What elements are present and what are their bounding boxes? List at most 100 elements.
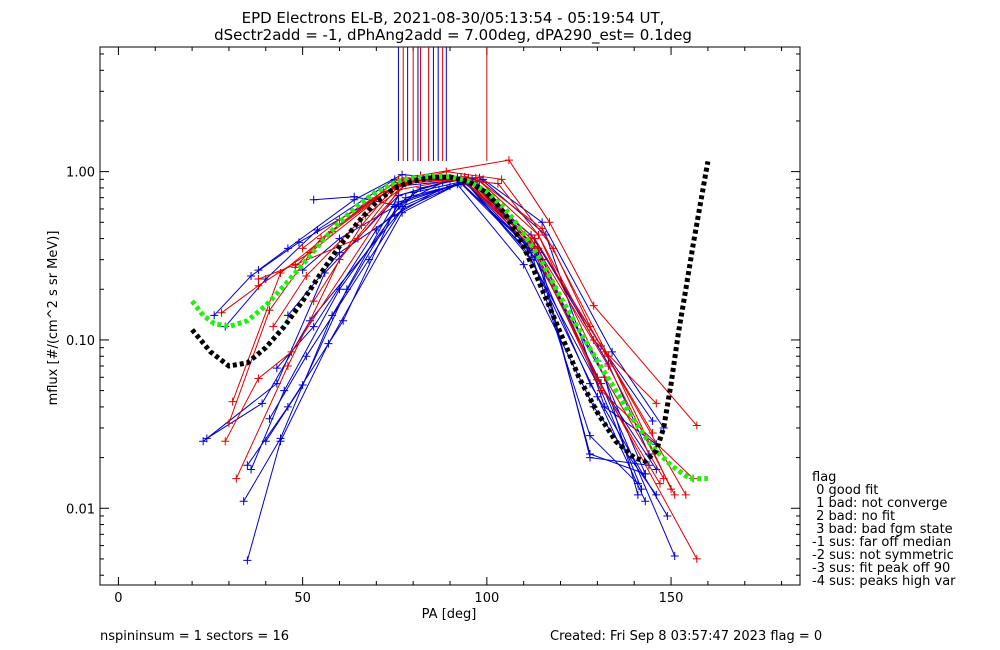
- data-point-marker: [633, 479, 642, 488]
- data-point-marker: [302, 352, 311, 361]
- data-point-marker: [446, 182, 454, 191]
- sector-series-line: [232, 177, 698, 560]
- x-tick-label: 150: [659, 591, 684, 606]
- data-point-marker: [309, 297, 318, 306]
- data-point-marker: [648, 416, 657, 425]
- data-point-marker: [641, 497, 650, 506]
- data-point-marker: [586, 379, 594, 388]
- legend-item: -4 sus: peaks high var: [812, 574, 956, 589]
- data-point-marker: [608, 347, 617, 356]
- data-point-marker: [339, 316, 348, 325]
- data-point-marker: [202, 434, 211, 443]
- legend-title: flag: [812, 470, 836, 485]
- x-axis-label: PA [deg]: [422, 607, 477, 622]
- data-point-marker: [692, 554, 701, 563]
- data-point-marker: [475, 176, 484, 185]
- data-point-marker: [247, 465, 256, 474]
- data-point-marker: [228, 397, 237, 406]
- data-point-marker: [604, 362, 613, 371]
- plot-frame: [99, 46, 801, 586]
- data-point-marker: [670, 552, 679, 561]
- data-point-marker: [298, 244, 307, 253]
- data-point-marker: [652, 399, 661, 408]
- data-point-marker: [401, 193, 410, 202]
- sector-series-line: [302, 177, 657, 445]
- data-point-marker: [534, 231, 543, 240]
- sector-series-line: [228, 177, 676, 496]
- legend-item: -2 sus: not symmetric: [812, 548, 954, 563]
- data-point-marker: [586, 431, 594, 440]
- data-point-marker: [258, 399, 267, 408]
- data-point-marker: [471, 173, 480, 182]
- data-point-marker: [670, 490, 679, 499]
- data-point-marker: [549, 244, 558, 253]
- sector-series-line: [294, 159, 698, 426]
- data-point-marker: [224, 419, 233, 428]
- data-point-marker: [254, 275, 263, 284]
- data-point-marker: [254, 374, 263, 383]
- y-tick-label: 0.01: [66, 502, 95, 517]
- symmetric-fit-curve: [190, 173, 708, 482]
- legend-item: 3 bad: bad fgm state: [812, 522, 953, 537]
- data-point-marker: [504, 156, 513, 165]
- data-point-marker: [276, 437, 285, 446]
- data-point-marker: [364, 255, 373, 264]
- data-point-marker: [283, 244, 292, 253]
- data-point-marker: [637, 485, 646, 494]
- data-point-marker: [586, 322, 594, 331]
- data-point-marker: [302, 271, 311, 280]
- data-point-marker: [309, 322, 318, 331]
- data-point-marker: [247, 271, 256, 280]
- footer-right: Created: Fri Sep 8 03:57:47 2023 flag = …: [550, 629, 822, 644]
- data-point-marker: [663, 511, 672, 520]
- data-point-marker: [390, 211, 399, 220]
- data-point-marker: [398, 202, 407, 211]
- data-point-marker: [309, 195, 318, 204]
- data-point-marker: [519, 260, 528, 269]
- data-point-marker: [210, 311, 219, 320]
- sector-series-line: [243, 182, 657, 502]
- footer-left: nspininsum = 1 sectors = 16: [100, 629, 289, 644]
- data-point-marker: [667, 485, 676, 494]
- legend-item: -3 sus: fit peak off 90: [812, 561, 950, 576]
- data-point-marker: [261, 437, 270, 446]
- y-tick-label: 1.00: [66, 166, 95, 181]
- data-point-marker: [656, 479, 664, 488]
- data-point-marker: [239, 497, 248, 506]
- data-point-marker: [350, 192, 359, 201]
- data-point-marker: [298, 380, 307, 389]
- sector-series-line: [258, 177, 665, 479]
- sector-series-line: [313, 171, 687, 496]
- data-point-marker: [586, 453, 594, 462]
- x-tick-label: 50: [294, 591, 311, 606]
- data-point-marker: [254, 266, 263, 275]
- data-point-marker: [681, 490, 690, 499]
- data-point-marker: [497, 175, 506, 184]
- median-fit-curve: [190, 160, 711, 465]
- y-axis-label: mflux [#/(cm^2 s sr MeV)]: [46, 231, 61, 406]
- legend-item: 1 bad: not converge: [812, 496, 947, 511]
- data-point-marker: [269, 322, 278, 331]
- x-tick-label: 0: [114, 591, 122, 606]
- data-point-marker: [265, 414, 274, 423]
- data-point-marker: [692, 421, 701, 430]
- data-point-marker: [283, 362, 292, 371]
- data-point-marker: [243, 556, 252, 565]
- sector-series-line: [250, 182, 668, 517]
- plot-area: 0 50 100 150 0.01 0.10 1.00: [66, 46, 801, 606]
- flag-legend: flag 0 good fit 1 bad: not converge 2 ba…: [812, 470, 956, 589]
- data-point-marker: [545, 218, 554, 227]
- data-point-marker: [272, 364, 281, 373]
- data-point-marker: [243, 461, 252, 470]
- legend-item: 2 bad: no fit: [812, 509, 895, 524]
- chart-title-line1: EPD Electrons EL-B, 2021-08-30/05:13:54 …: [242, 9, 665, 27]
- data-point-marker: [390, 202, 399, 211]
- legend-item: 0 good fit: [812, 483, 878, 498]
- x-tick-label: 100: [474, 591, 499, 606]
- data-point-marker: [353, 234, 362, 243]
- data-point-marker: [217, 308, 226, 317]
- data-point-marker: [232, 474, 241, 483]
- data-point-marker: [589, 301, 598, 310]
